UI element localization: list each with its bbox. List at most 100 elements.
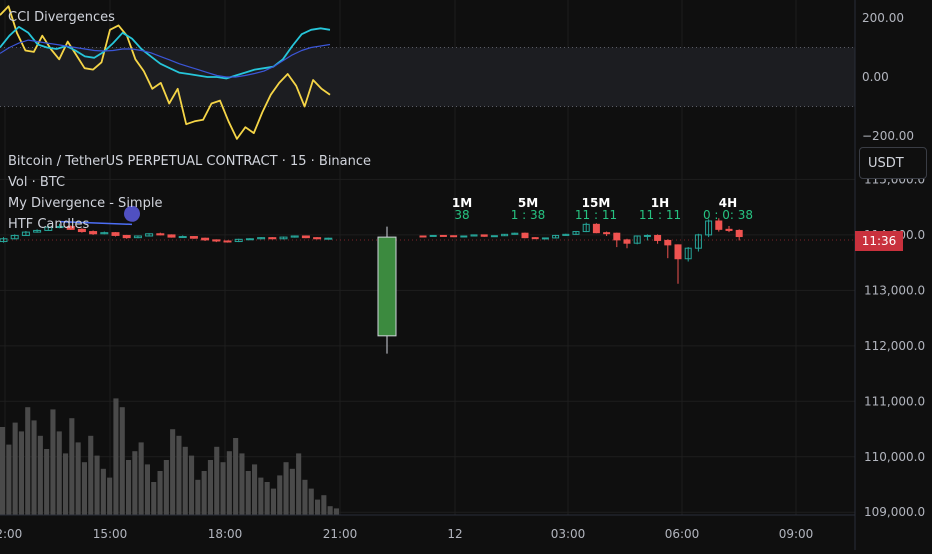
candle-body — [460, 235, 468, 238]
volume-bar — [270, 488, 276, 515]
cci-legend-title[interactable]: CCI Divergences — [8, 10, 115, 25]
volume-bar — [233, 438, 239, 515]
candle-body — [268, 237, 277, 240]
candle-body — [725, 228, 733, 231]
volume-bar — [302, 479, 308, 515]
candle-body — [301, 235, 310, 239]
volume-bar — [37, 435, 43, 515]
candle-body — [55, 226, 64, 229]
time-tick: 18:00 — [208, 527, 243, 541]
volume-bar — [144, 464, 150, 515]
htf-countdown-label: 0 : 0: 38 — [703, 208, 753, 222]
candle-body — [613, 232, 621, 241]
candle-body — [603, 232, 611, 235]
candle-body — [111, 232, 120, 236]
volume-bar — [277, 475, 283, 515]
candle-body — [33, 229, 42, 233]
volume-bar — [25, 407, 31, 515]
volume-bar — [289, 468, 295, 515]
volume-bar — [333, 508, 339, 515]
candle-body — [290, 235, 299, 238]
candle-body — [572, 231, 580, 235]
candle-body — [552, 234, 560, 239]
price-tick: 110,000.0 — [864, 450, 925, 464]
volume-bar — [50, 409, 56, 515]
volume-bar — [126, 460, 132, 515]
candle-body — [501, 233, 509, 237]
price-tick: 111,000.0 — [864, 394, 925, 408]
candle-body — [133, 235, 142, 239]
htf-timeframe-label: 15M — [582, 196, 611, 210]
htf-timeframe-label: 4H — [719, 196, 737, 210]
volume-bar — [214, 446, 220, 515]
candle-body — [0, 238, 8, 243]
volume-bar — [69, 418, 75, 515]
volume-bar — [321, 495, 327, 515]
volume-bar — [283, 462, 289, 515]
cci-series-line — [0, 39, 331, 78]
htf-countdown-label: 1 : 38 — [511, 208, 546, 222]
cci-y-tick: 200.00 — [862, 11, 904, 25]
volume-bar — [151, 482, 157, 515]
volume-legend[interactable]: Vol · BTC — [8, 175, 66, 190]
candle-body — [419, 235, 427, 238]
volume-bar — [182, 446, 188, 515]
cci-series-line — [0, 5, 331, 140]
cci-y-tick: 0.00 — [862, 70, 889, 84]
volume-bar — [170, 429, 176, 515]
volume-bar — [308, 488, 314, 515]
volume-bar — [195, 479, 201, 515]
candle-body — [531, 237, 539, 240]
volume-bar — [119, 407, 125, 515]
candle-body — [223, 240, 232, 243]
candle-body — [100, 232, 109, 235]
time-tick: 15:00 — [93, 527, 128, 541]
candle-body — [705, 220, 713, 236]
volume-bar — [100, 468, 106, 515]
volume-bar — [163, 460, 169, 515]
candle-body — [324, 237, 333, 240]
volume-bar — [0, 427, 6, 515]
volume-bar — [296, 453, 302, 515]
volume-bar — [189, 455, 195, 515]
volume-bar — [264, 482, 270, 515]
volume-bar — [63, 453, 69, 515]
x-axis[interactable]: 12:00 15:00 18:00 21:00 12 03:00 06:00 09:00 — [0, 514, 855, 541]
volume-bar — [81, 462, 87, 515]
volume-bar — [315, 499, 321, 515]
candle-body — [167, 234, 176, 238]
volume-bar — [327, 506, 333, 515]
cci-band — [0, 47, 855, 107]
main-legend-title[interactable]: Bitcoin / TetherUS PERPETUAL CONTRACT · … — [8, 154, 372, 169]
time-tick: 03:00 — [551, 527, 586, 541]
volume-bar — [113, 398, 119, 515]
divergence-marker — [124, 205, 140, 222]
currency-button[interactable]: USDT — [859, 147, 927, 179]
candle-body — [145, 233, 154, 237]
volume-bar — [12, 422, 18, 515]
candle-body — [429, 234, 437, 237]
candle-body — [201, 237, 210, 241]
price-tick: 113,000.0 — [864, 283, 925, 297]
candle-body — [735, 229, 743, 238]
candle-body — [715, 220, 723, 230]
volume-bar — [44, 449, 50, 515]
volume-bar — [201, 471, 207, 515]
candle-body — [21, 231, 30, 236]
divergence-legend[interactable]: My Divergence - Simple — [8, 196, 163, 211]
candle-body — [450, 235, 458, 238]
candle-body — [694, 234, 702, 249]
volume-bar — [220, 462, 226, 515]
htf-candles-legend[interactable]: HTF Candles — [8, 217, 90, 232]
volume-bar — [176, 435, 182, 515]
cci-band-fill — [0, 47, 855, 107]
candle-body — [234, 238, 243, 243]
time-tick: 09:00 — [779, 527, 814, 541]
htf-countdown-label: 11 : 11 — [575, 208, 617, 222]
volume-bar — [88, 435, 94, 515]
volume-bar — [94, 455, 100, 515]
y-axis[interactable]: 200.000.00−200.00115,000.0114,000.0113,0… — [854, 0, 925, 550]
volume-bar — [107, 477, 113, 515]
